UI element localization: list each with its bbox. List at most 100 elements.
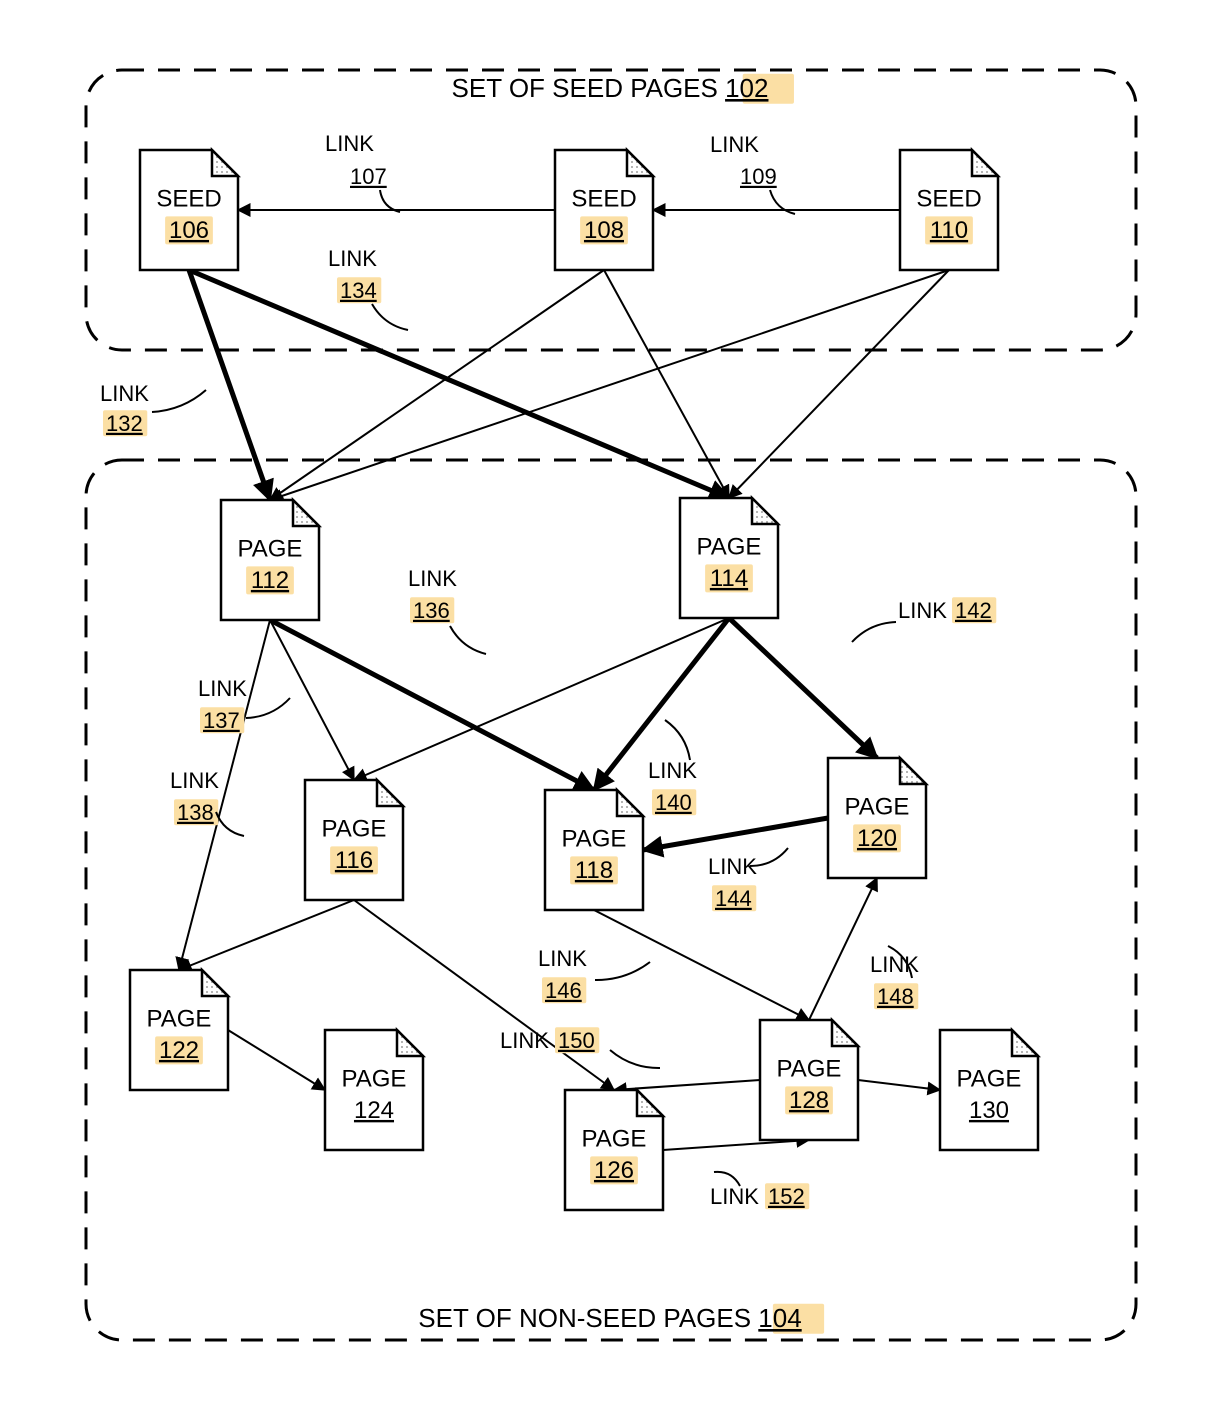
group-title-seed: SET OF SEED PAGES 102 <box>452 73 769 103</box>
node-128: PAGE 128 <box>760 1020 858 1140</box>
edge-128-120 <box>809 878 877 1020</box>
edge-108-114 <box>604 270 729 498</box>
link-text-138: LINK <box>170 768 219 793</box>
link-label-150: LINK 150 <box>500 1027 660 1068</box>
link-num-138: 138 <box>177 800 214 825</box>
link-pointer-150 <box>610 1050 660 1068</box>
link-num-144: 144 <box>715 886 752 911</box>
node-num-122: 122 <box>159 1037 199 1064</box>
link-label-146: LINK 146 <box>538 946 650 1003</box>
link-num-107: 107 <box>350 164 387 189</box>
node-122: PAGE 122 <box>130 970 228 1090</box>
node-num-108: 108 <box>584 217 624 244</box>
node-120: PAGE 120 <box>828 758 926 878</box>
link-text-109: LINK <box>710 132 759 157</box>
node-num-120: 120 <box>857 825 897 852</box>
link-text-146: LINK <box>538 946 587 971</box>
link-text-150: LINK <box>500 1028 549 1053</box>
edge-112-122 <box>179 620 270 970</box>
edge-128-130 <box>858 1080 940 1090</box>
link-pointer-134 <box>372 304 408 330</box>
link-pointer-136 <box>450 626 486 654</box>
link-num-148: 148 <box>877 984 914 1009</box>
node-label-122: PAGE <box>147 1006 212 1033</box>
node-label-130: PAGE <box>957 1066 1022 1093</box>
link-text-137: LINK <box>198 676 247 701</box>
link-label-152: LINK152 <box>710 1172 809 1209</box>
node-106: SEED 106 <box>140 150 238 270</box>
link-label-138: LINK 138 <box>170 768 244 836</box>
group-title-nonseed: SET OF NON-SEED PAGES 104 <box>418 1303 801 1333</box>
link-label-134: LINK 134 <box>328 246 408 330</box>
node-num-128: 128 <box>789 1087 829 1114</box>
link-num-142: 142 <box>955 598 992 623</box>
edge-126-128 <box>663 1140 809 1150</box>
edge-116-122 <box>179 900 354 970</box>
link-num-136: 136 <box>413 598 450 623</box>
node-label-110: SEED <box>916 186 981 213</box>
node-114: PAGE 114 <box>680 498 778 618</box>
link-pointer-142 <box>852 622 896 642</box>
node-label-106: SEED <box>156 186 221 213</box>
edge-120-118 <box>643 818 828 850</box>
link-text-132: LINK <box>100 381 149 406</box>
link-label-107: LINK 107 <box>325 131 400 212</box>
link-pointer-107 <box>380 190 400 212</box>
link-num-150: 150 <box>558 1028 595 1053</box>
node-110: SEED 110 <box>900 150 998 270</box>
link-label-136: LINK136 <box>408 566 486 654</box>
edge-118-128 <box>594 910 809 1020</box>
node-label-118: PAGE <box>562 826 627 853</box>
link-num-134: 134 <box>340 278 377 303</box>
link-text-152: LINK <box>710 1184 759 1209</box>
page-diagram: SET OF SEED PAGES 102 SET OF NON-SEED PAG… <box>0 0 1214 1406</box>
node-108: SEED 108 <box>555 150 653 270</box>
edge-108-112 <box>270 270 604 500</box>
node-label-112: PAGE <box>238 536 303 563</box>
node-num-126: 126 <box>594 1157 634 1184</box>
link-num-146: 146 <box>545 978 582 1003</box>
link-pointer-132 <box>152 390 206 412</box>
node-label-128: PAGE <box>777 1056 842 1083</box>
node-num-130: 130 <box>969 1097 1009 1124</box>
link-label-109: LINK 109 <box>710 132 795 214</box>
node-label-108: SEED <box>571 186 636 213</box>
link-pointer-137 <box>246 698 290 718</box>
edge-106-112 <box>189 270 270 500</box>
node-num-124: 124 <box>354 1097 394 1124</box>
node-130: PAGE 130 <box>940 1030 1038 1150</box>
node-label-116: PAGE <box>322 816 387 843</box>
link-label-148: LINK148 <box>870 946 919 1009</box>
link-text-134: LINK <box>328 246 377 271</box>
link-pointer-138 <box>216 812 244 836</box>
edge-110-114 <box>729 270 949 498</box>
link-pointer-146 <box>595 962 650 980</box>
link-num-140: 140 <box>655 790 692 815</box>
node-label-120: PAGE <box>845 794 910 821</box>
link-label-137: LINK137 <box>198 676 290 733</box>
link-text-142: LINK <box>898 598 947 623</box>
node-118: PAGE118 <box>545 790 643 910</box>
node-116: PAGE 116 <box>305 780 403 900</box>
node-label-114: PAGE <box>697 534 762 561</box>
link-text-144: LINK <box>708 854 757 879</box>
link-label-142: LINK 142 <box>852 597 996 642</box>
node-num-110: 110 <box>930 217 968 244</box>
link-text-107: LINK <box>325 131 374 156</box>
node-126: PAGE 126 <box>565 1090 663 1210</box>
link-text-140: LINK <box>648 758 697 783</box>
node-num-116: 116 <box>335 847 373 874</box>
link-label-140: LINK 140 <box>648 720 697 815</box>
link-label-132: LINK 132 <box>100 381 206 436</box>
link-num-132: 132 <box>106 411 143 436</box>
node-124: PAGE 124 <box>325 1030 423 1150</box>
link-num-109: 109 <box>740 164 777 189</box>
node-112: PAGE112 <box>221 500 319 620</box>
edge-122-124 <box>228 1030 325 1090</box>
link-labels: LINK107LINK109LINK132LINK134LINK136LINK1… <box>100 131 996 1209</box>
node-num-106: 106 <box>169 217 209 244</box>
edge-106-114 <box>189 270 729 498</box>
node-label-126: PAGE <box>582 1126 647 1153</box>
node-num-114: 114 <box>710 565 748 592</box>
node-label-124: PAGE <box>342 1066 407 1093</box>
